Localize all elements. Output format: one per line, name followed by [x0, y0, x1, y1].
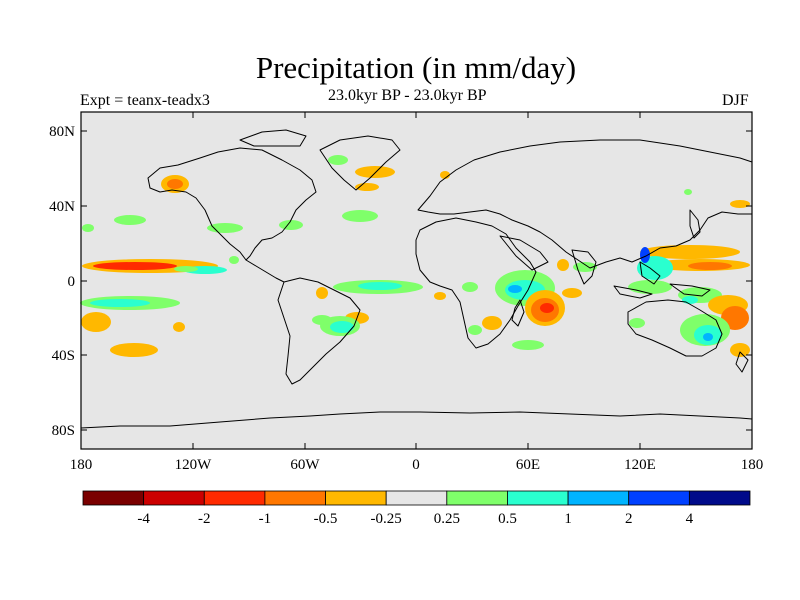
colorbar-labels: -4 -2 -1 -0.5 -0.25 0.25 0.5 1 2 4: [137, 511, 693, 527]
colorbar-label: -4: [137, 511, 150, 527]
colorbar-label: 2: [625, 511, 633, 527]
colorbar-swatch: [203, 490, 266, 506]
colorbar-swatch: [82, 490, 145, 506]
x-tick-label: 60W: [290, 457, 320, 473]
x-tick-marks: [80, 112, 753, 449]
y-tick-labels: 80N 40N 0 40S 80S: [49, 124, 75, 439]
colorbar-swatch: [143, 490, 205, 506]
y-tick-label: 80N: [49, 124, 75, 140]
colorbar-swatch: [264, 490, 326, 506]
colorbar-label: -2: [198, 511, 211, 527]
season-label: DJF: [722, 92, 749, 109]
map-background: [81, 112, 752, 449]
x-tick-label: 120E: [624, 457, 656, 473]
y-tick-label: 80S: [52, 423, 75, 439]
colorbar-swatch: [446, 490, 508, 506]
experiment-label: Expt = teanx-teadx3: [80, 92, 210, 109]
y-tick-label: 40N: [49, 199, 75, 215]
anomaly-patches: [80, 155, 750, 357]
colorbar-label: -0.5: [314, 511, 338, 527]
colorbar-label: 4: [686, 511, 694, 527]
colorbar-swatch: [567, 490, 630, 506]
colorbar: [82, 490, 751, 506]
coastlines: [80, 129, 753, 429]
colorbar-label: 1: [564, 511, 572, 527]
y-tick-marks: [81, 130, 752, 431]
x-tick-label: 180: [70, 457, 93, 473]
colorbar-label: -0.25: [371, 511, 402, 527]
chart-title: Precipitation (in mm/day): [255, 50, 577, 85]
y-tick-label: 0: [68, 274, 76, 290]
colorbar-label: 0.25: [434, 511, 460, 527]
x-tick-labels: 180 120W 60W 0 60E 120E 180: [70, 457, 764, 473]
colorbar-label: 0.5: [498, 511, 517, 527]
colorbar-label: -1: [259, 511, 272, 527]
period-label: 23.0kyr BP - 23.0kyr BP: [328, 87, 487, 104]
x-tick-label: 0: [412, 457, 420, 473]
y-tick-label: 40S: [52, 348, 75, 364]
colorbar-swatch: [688, 490, 751, 506]
x-tick-label: 60E: [516, 457, 540, 473]
colorbar-swatch: [628, 490, 690, 506]
colorbar-swatch: [325, 490, 387, 506]
colorbar-swatch: [385, 490, 448, 506]
x-tick-label: 180: [741, 457, 764, 473]
x-tick-label: 120W: [175, 457, 213, 473]
colorbar-swatch: [507, 490, 569, 506]
